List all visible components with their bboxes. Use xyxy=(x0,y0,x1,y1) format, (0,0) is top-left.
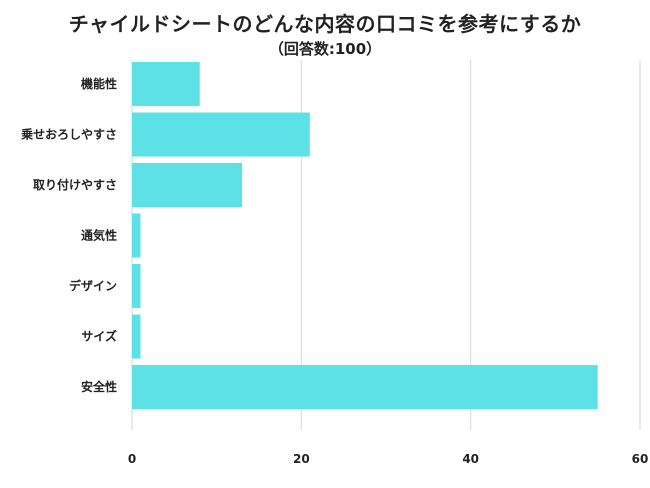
chart-subtitle: （回答数:100） xyxy=(268,40,382,58)
bar xyxy=(132,62,200,106)
category-label: 安全性 xyxy=(81,379,117,394)
bar xyxy=(132,163,243,207)
bar xyxy=(132,314,141,359)
category-label: 通気性 xyxy=(81,228,117,243)
bar xyxy=(132,213,141,258)
category-label: 乗せおろしやすさ xyxy=(21,128,117,142)
x-tick-label: 40 xyxy=(462,452,479,466)
chart-title: チャイルドシートのどんな内容の口コミを参考にするか xyxy=(68,12,582,36)
category-label: デザイン xyxy=(69,278,117,293)
category-label: サイズ xyxy=(81,329,117,344)
bar xyxy=(132,365,598,409)
category-label: 取り付けやすさ xyxy=(33,177,117,192)
bar xyxy=(132,112,310,157)
category-label: 機能性 xyxy=(81,76,117,91)
x-tick-label: 0 xyxy=(128,452,136,466)
x-tick-label: 60 xyxy=(632,452,649,466)
x-tick-label: 20 xyxy=(293,452,310,466)
bar xyxy=(132,264,141,308)
